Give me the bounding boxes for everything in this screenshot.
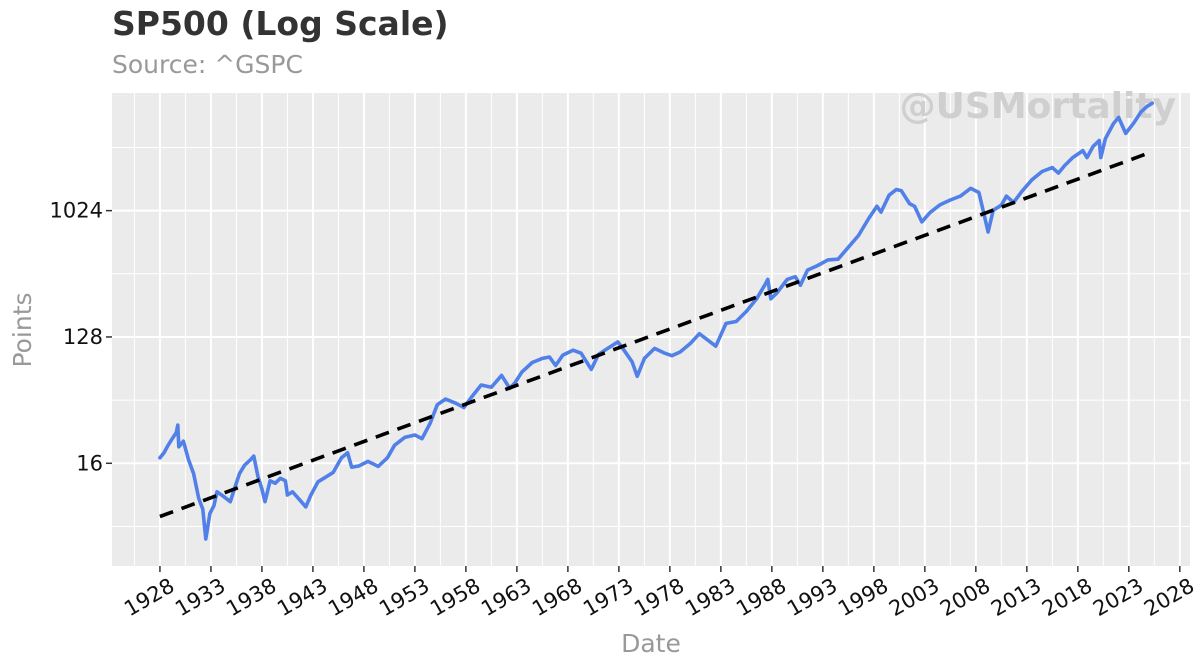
- x-tick-label: 2023: [1089, 574, 1147, 622]
- series-line-trend: [159, 150, 1153, 519]
- x-tick-label: 1933: [171, 574, 229, 622]
- x-tick-label: 1988: [732, 574, 790, 622]
- x-tick-label: 1928: [120, 574, 178, 622]
- x-tick-label: 2028: [1140, 574, 1198, 622]
- x-tick-label: 2003: [885, 574, 943, 622]
- series-line-price: [158, 101, 1155, 541]
- x-tick-label: 1953: [375, 574, 433, 622]
- x-tick-label: 2013: [987, 574, 1045, 622]
- y-tick-marks: [106, 209, 112, 465]
- x-tick-label: 1958: [426, 574, 484, 622]
- watermark-text: @USMortality: [900, 86, 1176, 127]
- chart-title: SP500 (Log Scale): [112, 4, 449, 43]
- x-tick-label: 1973: [579, 574, 637, 622]
- y-tick-label: 128: [63, 325, 103, 349]
- x-tick-labels: 1928193319381943194819531958196319681973…: [120, 574, 1198, 622]
- grid-minor: [112, 93, 1190, 566]
- x-tick-label: 1993: [783, 574, 841, 622]
- x-tick-marks: [159, 566, 1181, 572]
- y-tick-label: 1024: [50, 199, 103, 223]
- x-tick-label: 1943: [273, 574, 331, 622]
- x-tick-label: 1948: [324, 574, 382, 622]
- x-tick-label: 1978: [630, 574, 688, 622]
- x-tick-label: 1983: [681, 574, 739, 622]
- y-tick-label: 16: [76, 451, 103, 475]
- plot-panel: [112, 93, 1190, 566]
- x-tick-label: 2008: [936, 574, 994, 622]
- x-tick-label: 1968: [528, 574, 586, 622]
- x-tick-label: 1998: [834, 574, 892, 622]
- x-axis-title: Date: [621, 629, 681, 658]
- x-tick-label: 1963: [477, 574, 535, 622]
- chart-subtitle: Source: ^GSPC: [112, 50, 303, 79]
- x-tick-label: 1938: [222, 574, 280, 622]
- x-tick-label: 2018: [1038, 574, 1096, 622]
- grid-major: [112, 93, 1190, 566]
- y-axis-title: Points: [8, 292, 37, 367]
- y-tick-labels: 16 128 1024: [50, 199, 103, 476]
